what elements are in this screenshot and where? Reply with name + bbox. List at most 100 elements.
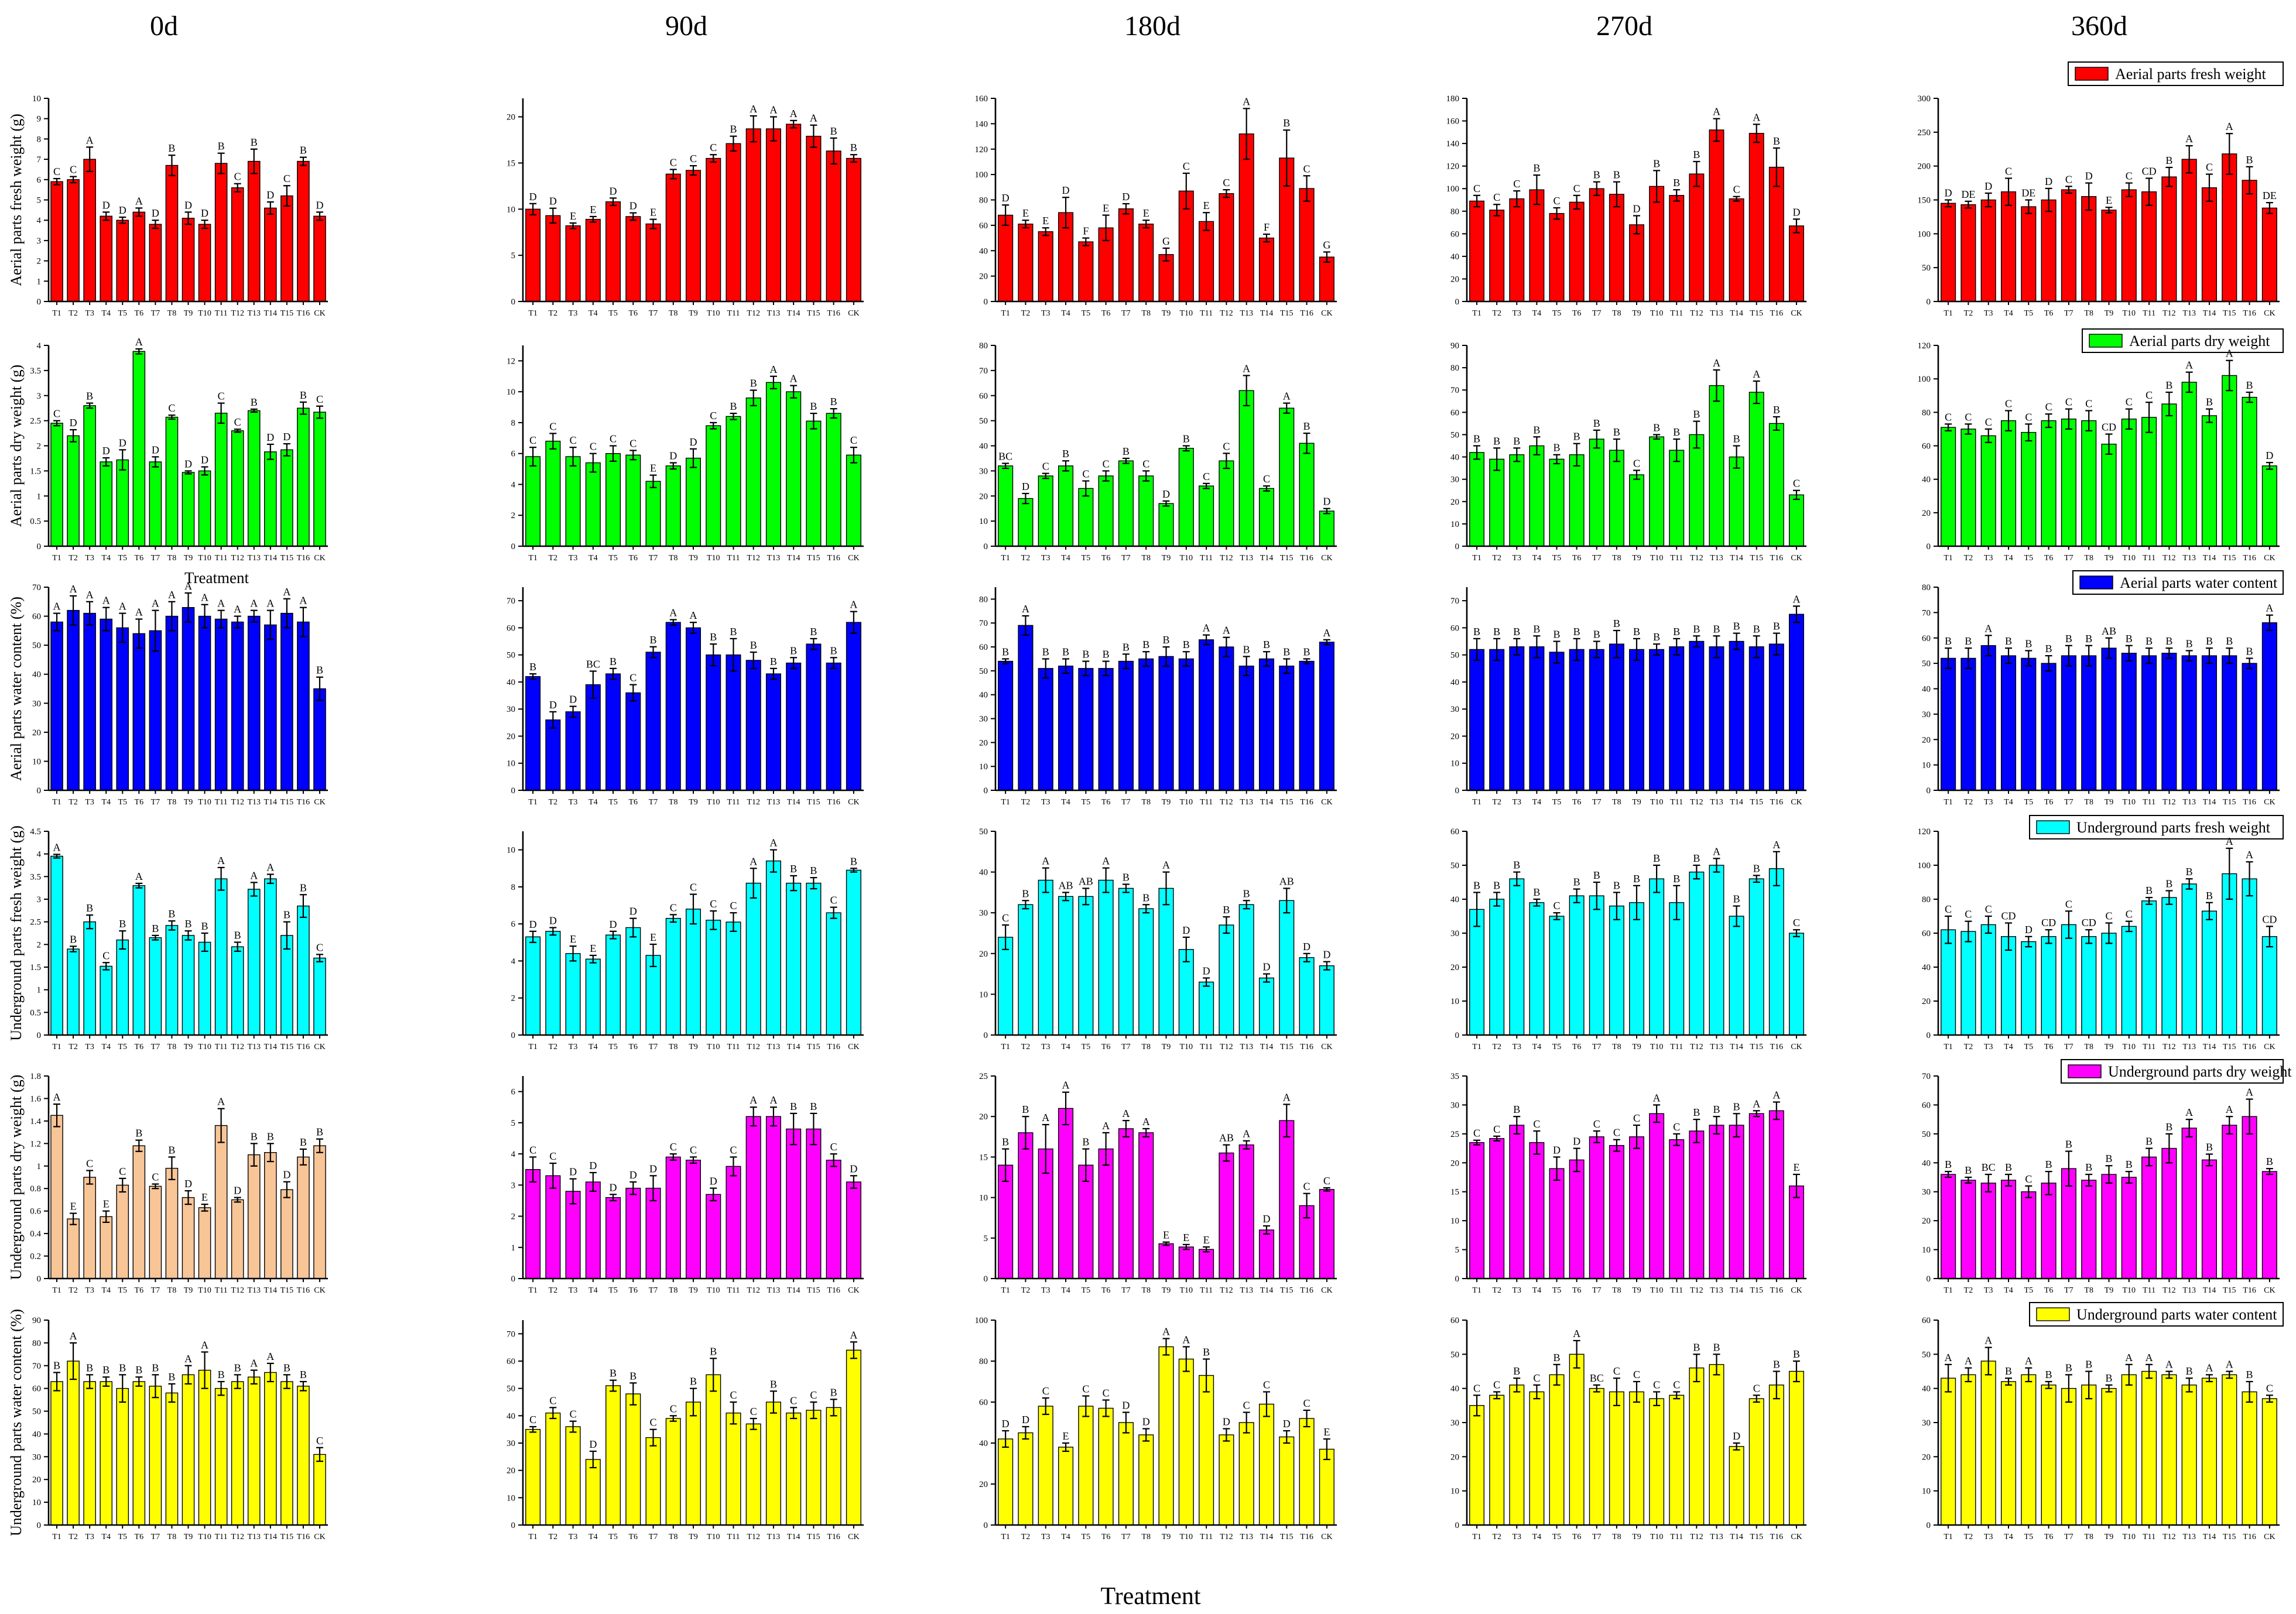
y-tick-label: 70 xyxy=(1922,1072,1931,1081)
significance-letter: C xyxy=(549,1150,556,1162)
y-tick-label: 5 xyxy=(37,196,42,205)
panel-4-3: 05101520253035CT1CT2BT3CT4DT5DT6CT7CT8CT… xyxy=(1450,1072,1806,1295)
bar xyxy=(2101,1387,2117,1526)
y-tick-label: 60 xyxy=(32,612,41,622)
y-tick-label: 60 xyxy=(507,623,515,633)
y-tick-label: 20 xyxy=(1450,275,1459,284)
significance-letter: E xyxy=(1163,1229,1169,1241)
y-tick-label: 0 xyxy=(37,542,42,551)
x-tick-label: T10 xyxy=(198,1286,211,1295)
bar xyxy=(67,1218,80,1279)
significance-letter: A xyxy=(2185,133,2193,145)
y-tick-label: 40 xyxy=(979,246,988,256)
bar xyxy=(806,882,822,1036)
day-header-180d: 180d xyxy=(1124,11,1180,42)
bar xyxy=(198,1207,211,1279)
x-tick-label: T1 xyxy=(1943,554,1953,563)
bar xyxy=(1038,1148,1053,1279)
significance-letter: B xyxy=(1554,1352,1561,1363)
y-tick-label: 60 xyxy=(1922,1101,1931,1110)
y-tick-label: 30 xyxy=(1450,1418,1459,1428)
bar xyxy=(1299,443,1315,547)
x-tick-label: T13 xyxy=(1240,554,1253,563)
significance-letter: B xyxy=(1613,879,1620,891)
y-tick-label: 5 xyxy=(1455,1246,1460,1255)
bar xyxy=(1729,198,1744,302)
significance-letter: A xyxy=(250,598,258,609)
bar xyxy=(2161,176,2177,302)
significance-letter: C xyxy=(1473,1128,1480,1139)
significance-letter: C xyxy=(549,1394,556,1406)
bar xyxy=(2222,1125,2237,1279)
significance-letter: C xyxy=(730,900,737,911)
bar xyxy=(280,1381,293,1526)
significance-letter: C xyxy=(690,153,697,165)
bar xyxy=(1258,1403,1275,1526)
x-tick-label: T8 xyxy=(669,1043,678,1051)
significance-letter: C xyxy=(670,902,677,913)
y-tick-label: 10 xyxy=(32,757,41,766)
x-tick-label: T15 xyxy=(1750,798,1763,807)
y-tick-label: 50 xyxy=(1922,1350,1931,1359)
x-tick-label: T10 xyxy=(2123,1286,2136,1295)
x-tick-label: T14 xyxy=(264,798,278,807)
significance-letter: C xyxy=(1554,900,1561,911)
panel-1-3: 0102030405060708090BT1BT2BT3BT4BT5BT6BT7… xyxy=(1450,341,1806,563)
significance-letter: B xyxy=(1243,643,1250,655)
significance-letter: A xyxy=(1753,111,1760,123)
y-tick-label: 0 xyxy=(1455,297,1460,307)
y-tick-label: 0 xyxy=(37,1274,42,1284)
bar xyxy=(1469,909,1485,1036)
significance-letter: C xyxy=(1263,473,1270,485)
x-tick-label: T1 xyxy=(52,554,61,563)
significance-letter: B xyxy=(251,396,258,408)
bar xyxy=(1748,646,1764,791)
bar xyxy=(2000,1180,2017,1279)
significance-letter: C xyxy=(1653,1379,1660,1391)
significance-letter: B xyxy=(750,639,757,651)
x-tick-label: T15 xyxy=(1280,554,1294,563)
x-tick-label: T8 xyxy=(1141,554,1151,563)
significance-letter: B xyxy=(1753,623,1760,635)
y-tick-label: 20 xyxy=(1450,1159,1459,1168)
x-tick-label: CK xyxy=(314,1286,325,1295)
significance-letter: A xyxy=(250,869,258,881)
significance-letter: B xyxy=(234,929,241,941)
significance-letter: E xyxy=(570,933,576,945)
x-tick-label: T9 xyxy=(1162,1533,1171,1541)
x-tick-label: T14 xyxy=(2203,1043,2216,1051)
y-tick-label: 0.6 xyxy=(30,1207,41,1217)
significance-letter: D xyxy=(1002,192,1010,204)
x-tick-label: T10 xyxy=(1180,309,1193,318)
bar xyxy=(1941,657,1956,791)
bar xyxy=(1219,193,1234,302)
x-tick-label: T1 xyxy=(1472,798,1481,807)
bar xyxy=(198,224,211,302)
bar xyxy=(1469,1142,1485,1279)
x-tick-label: CK xyxy=(848,554,859,563)
bar xyxy=(745,1423,761,1526)
y-tick-label: 70 xyxy=(1922,608,1931,618)
significance-letter: C xyxy=(53,166,60,177)
bar xyxy=(2141,417,2157,547)
significance-letter: D xyxy=(1062,184,1070,196)
x-tick-label: CK xyxy=(2264,309,2275,318)
panel-4-2: 0510152025BT1BT2AT3AT4BT5AT6AT7AT8ET9ET1… xyxy=(979,1072,1337,1295)
y-tick-label: 10 xyxy=(32,1498,41,1507)
bar xyxy=(1078,1164,1094,1279)
bar xyxy=(1299,957,1315,1036)
x-tick-label: T4 xyxy=(101,554,111,563)
x-tick-label: T7 xyxy=(151,798,160,807)
bar xyxy=(1078,1406,1094,1526)
x-tick-label: T16 xyxy=(827,1286,840,1295)
bar xyxy=(1509,198,1525,302)
bar xyxy=(565,1426,581,1526)
x-tick-label: T16 xyxy=(1300,1043,1313,1051)
legend-label: Aerial parts water content xyxy=(2120,574,2278,591)
significance-letter: B xyxy=(168,1144,175,1156)
bar xyxy=(706,920,721,1036)
bar xyxy=(1018,224,1034,302)
bar xyxy=(565,711,581,791)
bar xyxy=(1589,438,1604,547)
significance-letter: B xyxy=(1773,621,1780,632)
